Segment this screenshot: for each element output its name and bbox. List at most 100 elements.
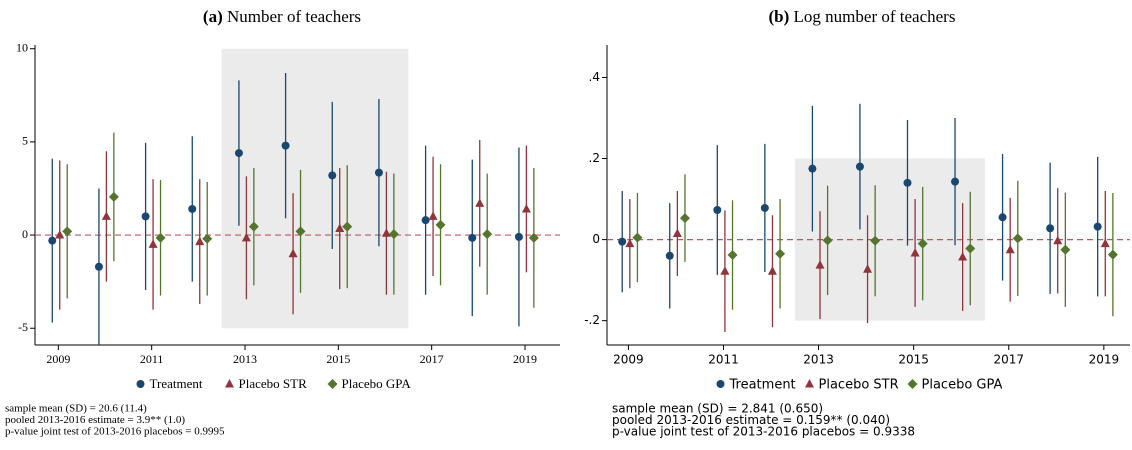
panel-label: (b): [769, 7, 790, 26]
x-tick-label: 2019: [1089, 353, 1120, 367]
x-tick-label: 2015: [326, 352, 350, 366]
point: [55, 230, 65, 239]
point: [665, 251, 674, 260]
x-tick-label: 2011: [708, 353, 739, 367]
point: [155, 232, 166, 243]
note: p-value joint test of 2013-2016 placebos…: [612, 425, 915, 439]
point: [822, 235, 833, 246]
point: [136, 380, 145, 388]
point: [1005, 244, 1015, 254]
point: [870, 235, 881, 246]
point: [202, 233, 213, 244]
point: [148, 239, 158, 248]
point: [998, 213, 1007, 222]
point: [388, 229, 399, 240]
x-tick-label: 2017: [420, 352, 444, 366]
point: [855, 162, 864, 171]
note: sample mean (SD) = 20.6 (11.4): [5, 403, 147, 415]
point: [475, 198, 485, 207]
point: [281, 141, 290, 150]
x-tick-label: 2009: [613, 353, 644, 367]
point: [903, 178, 912, 187]
y-tick-label: -5: [18, 320, 28, 334]
panel: (a) Number of teachers -5 0 5 10 2009 2011 2013…: [5, 7, 560, 438]
legend-label: Placebo GPA: [342, 376, 412, 391]
point: [1060, 244, 1071, 255]
x-tick-label: 2017: [993, 353, 1024, 367]
point: [62, 226, 73, 237]
point: [295, 226, 306, 237]
y-tick-label: .4: [589, 70, 600, 84]
y-tick-label: 5: [22, 134, 28, 148]
point: [815, 260, 825, 269]
point: [1012, 233, 1023, 244]
note: sample mean (SD) = 2.841 (0.650): [612, 402, 823, 416]
point: [1107, 249, 1118, 260]
x-tick-label: 2013: [803, 353, 834, 367]
y-tick-label: -.2: [584, 313, 600, 327]
point: [805, 379, 814, 388]
point: [618, 237, 627, 246]
point: [1053, 235, 1063, 245]
point: [808, 164, 817, 173]
point: [716, 380, 725, 388]
point: [108, 191, 119, 202]
point: [917, 238, 928, 249]
point: [514, 232, 523, 241]
x-tick-label: 2013: [233, 352, 257, 366]
point: [958, 252, 968, 261]
point: [760, 203, 769, 212]
point: [482, 229, 493, 240]
point: [1093, 222, 1102, 231]
point: [374, 168, 383, 177]
legend-label: Treatment: [150, 376, 203, 391]
chart-title: (a) Number of teachers: [203, 7, 361, 26]
shaded-period: [221, 48, 409, 329]
panel: (b) Log number of teachers -.2 0 .2 .4 2009 20…: [584, 7, 1130, 439]
point: [767, 266, 777, 275]
note: p-value joint test of 2013-2016 placebos…: [5, 426, 225, 438]
point: [625, 238, 635, 248]
point: [1046, 224, 1055, 233]
point: [335, 223, 345, 233]
note: pooled 2013-2016 estimate = 0.159** (0.0…: [612, 413, 890, 427]
point: [94, 262, 103, 271]
y-tick-label: 10: [16, 40, 28, 54]
point: [672, 228, 682, 238]
point: [327, 379, 338, 389]
point: [863, 264, 873, 273]
point: [241, 232, 251, 242]
note: pooled 2013-2016 estimate = 3.9** (1.0): [5, 414, 185, 426]
point: [713, 206, 722, 214]
chart-title: (b) Log number of teachers: [769, 7, 956, 26]
point: [951, 177, 960, 186]
point: [907, 379, 918, 389]
point: [910, 247, 920, 257]
y-tick-label: .2: [589, 151, 600, 165]
title-text: Number of teachers: [227, 7, 361, 26]
point: [775, 248, 786, 259]
point: [328, 171, 337, 180]
point: [288, 248, 298, 258]
point: [1100, 238, 1110, 248]
legend-label: Treatment: [729, 378, 796, 393]
point: [528, 232, 539, 243]
point: [468, 233, 477, 242]
point: [965, 243, 976, 254]
x-tick-label: 2009: [46, 352, 70, 366]
title-text: Log number of teachers: [794, 7, 956, 26]
point: [428, 211, 438, 220]
y-tick-label: 0: [592, 232, 600, 246]
x-tick-label: 2015: [898, 353, 929, 367]
point: [521, 203, 531, 213]
point: [225, 379, 234, 388]
point: [195, 236, 205, 246]
x-tick-label: 2011: [140, 352, 164, 366]
point: [234, 149, 243, 158]
point: [48, 236, 57, 245]
point: [101, 211, 111, 220]
x-tick-label: 2019: [513, 352, 537, 366]
point: [248, 221, 259, 232]
panel-label: (a): [203, 7, 223, 26]
